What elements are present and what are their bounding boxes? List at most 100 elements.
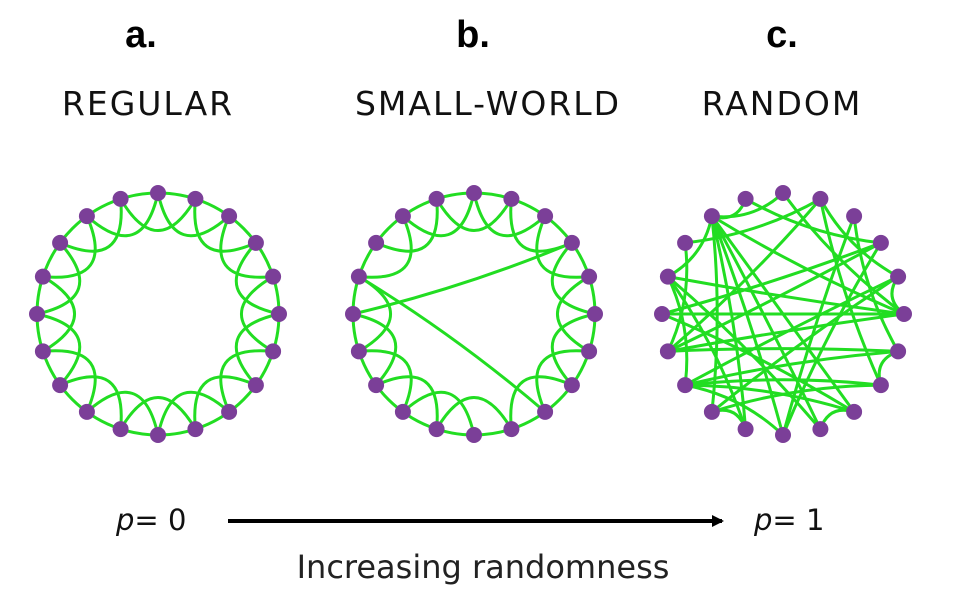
network-edge — [358, 349, 413, 413]
network-node — [587, 306, 603, 322]
network-node — [677, 377, 694, 394]
network-node — [368, 377, 385, 394]
network-node — [872, 234, 889, 251]
network-node — [350, 268, 367, 285]
network-edge — [42, 275, 77, 353]
network-node — [78, 403, 95, 420]
network-edge — [666, 275, 822, 431]
network-edge — [667, 347, 899, 353]
network-edge — [711, 383, 881, 414]
network-node — [150, 427, 166, 443]
network-edge — [818, 198, 883, 386]
panel-a-letter: a. — [125, 14, 157, 56]
network-edge — [352, 312, 398, 387]
network-edge — [156, 390, 231, 436]
axis-caption: Increasing randomness — [296, 548, 670, 586]
network-node — [247, 234, 264, 251]
network-edge — [156, 192, 231, 238]
network-edge — [234, 312, 280, 387]
network-edge — [819, 198, 899, 278]
network-edge — [509, 375, 573, 430]
network-node — [737, 421, 754, 438]
network-node — [78, 208, 95, 225]
network-node — [846, 403, 863, 420]
network-edge — [550, 241, 596, 316]
panel-a-title: REGULAR — [61, 84, 235, 123]
network-node — [150, 185, 166, 201]
network-edge — [781, 192, 905, 316]
network-edge — [358, 275, 547, 414]
p-one-label: p= 1 — [754, 503, 824, 537]
network-edge — [219, 215, 274, 279]
network-node — [677, 234, 694, 251]
network-edge — [710, 215, 822, 430]
network-edge — [36, 241, 82, 316]
network-edge — [852, 215, 900, 353]
network-node — [703, 208, 720, 225]
network-node — [52, 377, 69, 394]
network-node — [537, 208, 554, 225]
network-edge — [358, 215, 413, 279]
network-node — [34, 268, 51, 285]
network-node — [563, 234, 580, 251]
network-edge — [85, 192, 160, 238]
network-node — [775, 427, 791, 443]
p-zero-value: = 0 — [134, 503, 187, 537]
network-node — [112, 421, 129, 438]
network-edge — [744, 197, 882, 245]
network-edge — [435, 198, 513, 233]
network-edge — [555, 275, 590, 353]
network-node — [394, 403, 411, 420]
network-edge — [711, 214, 905, 316]
network-node — [265, 268, 282, 285]
network-edge — [193, 198, 257, 253]
random-network — [654, 185, 912, 443]
network-edge — [193, 375, 257, 430]
network-edge — [535, 215, 590, 279]
network-node — [368, 234, 385, 251]
network-edge — [401, 390, 476, 436]
network-node — [703, 403, 720, 420]
network-node — [466, 185, 482, 201]
network-edge — [375, 198, 439, 253]
regular-network — [29, 185, 287, 443]
network-edge — [219, 349, 274, 413]
network-node — [812, 421, 829, 438]
network-node — [52, 234, 69, 251]
network-node — [428, 190, 445, 207]
network-edge — [239, 275, 274, 353]
network-node — [221, 403, 238, 420]
network-node — [896, 306, 912, 322]
network-node — [775, 185, 791, 201]
panel-b-letter: b. — [456, 14, 490, 56]
network-edge — [472, 192, 547, 238]
network-node — [221, 208, 238, 225]
network-node — [503, 190, 520, 207]
network-edge — [781, 242, 883, 436]
network-edge — [42, 215, 97, 279]
network-node — [271, 306, 287, 322]
network-edge — [661, 312, 855, 414]
network-edge — [42, 349, 97, 413]
network-node — [659, 268, 676, 285]
panel-c-title: RANDOM — [701, 84, 863, 123]
network-edge — [667, 275, 905, 316]
network-node — [29, 306, 45, 322]
network-edge — [401, 192, 476, 238]
network-node — [503, 421, 520, 438]
network-edge — [119, 198, 197, 233]
network-node — [659, 343, 676, 360]
network-node — [537, 403, 554, 420]
network-edge — [710, 215, 856, 413]
network-edge — [59, 198, 123, 253]
network-edge — [119, 395, 197, 430]
network-edge — [36, 312, 82, 387]
network-node — [345, 306, 361, 322]
network-node — [890, 268, 907, 285]
network-node — [187, 190, 204, 207]
network-node — [812, 190, 829, 207]
network-edge — [710, 215, 785, 436]
network-edge — [666, 242, 689, 353]
network-edge — [684, 378, 882, 387]
